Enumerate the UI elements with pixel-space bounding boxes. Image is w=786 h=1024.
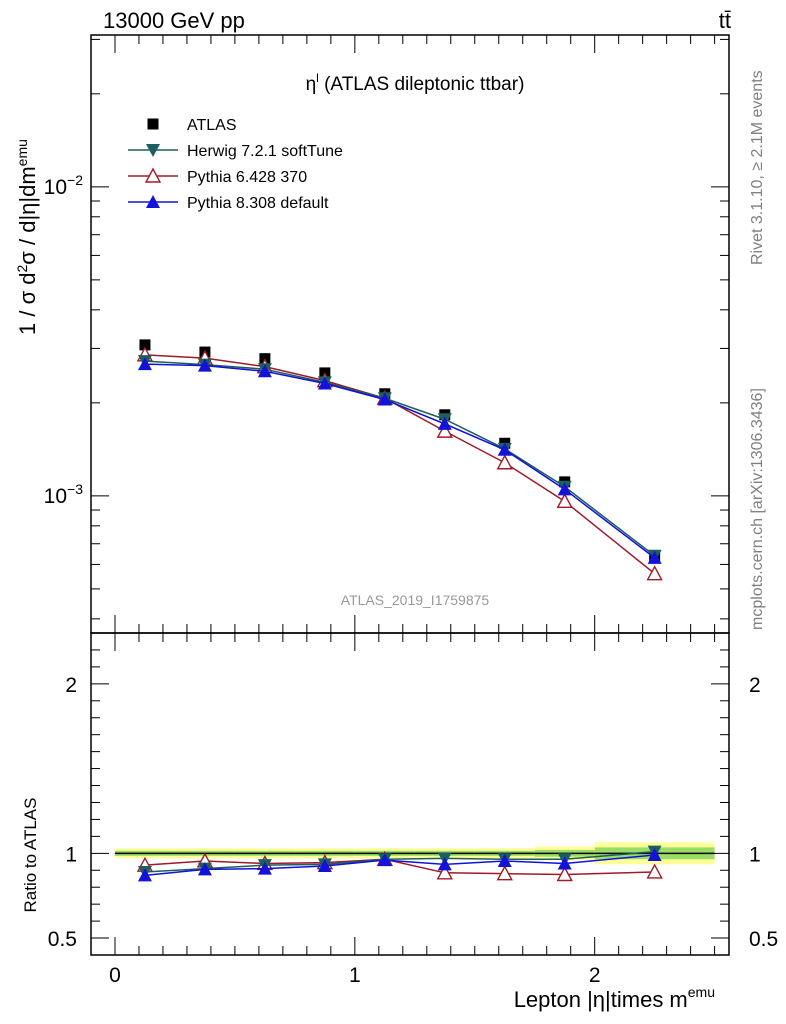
main-data-point bbox=[497, 442, 512, 456]
main-data-point bbox=[436, 422, 453, 438]
main-series-line bbox=[144, 363, 656, 559]
main-data-point bbox=[377, 392, 392, 406]
ratio-ytick-label: 2 bbox=[65, 674, 77, 697]
ratio-series bbox=[136, 845, 663, 882]
ratio-data-point bbox=[496, 865, 513, 881]
legend-marker bbox=[144, 167, 162, 183]
ratio-ytick-label-right: 0.5 bbox=[749, 928, 778, 951]
main-series bbox=[136, 339, 663, 581]
chart-title-sup: l bbox=[316, 71, 319, 85]
ratio-data-point bbox=[437, 857, 452, 871]
ratio-data-point bbox=[646, 863, 663, 879]
xtick-label: 0 bbox=[109, 964, 121, 987]
analysis-label: ATLAS_2019_I1759875 bbox=[341, 592, 490, 608]
ratio-data-point bbox=[647, 848, 662, 862]
xtick-label: 2 bbox=[589, 964, 601, 987]
header-left: 13000 GeV pp bbox=[103, 8, 245, 33]
ratio-frame bbox=[90, 632, 730, 956]
main-data-point bbox=[139, 339, 151, 351]
ratio-data-point bbox=[317, 859, 332, 873]
main-series-line bbox=[144, 360, 656, 557]
ratio-data-point bbox=[377, 853, 392, 867]
xlabel-base: Lepton |η|times m bbox=[514, 987, 688, 1012]
main-data-point bbox=[646, 565, 663, 581]
main-ytick-label: 10−2 bbox=[44, 172, 84, 199]
main-data-point bbox=[137, 357, 152, 371]
main-data-point bbox=[317, 376, 332, 390]
legend-label: Pythia 8.308 default bbox=[187, 195, 329, 212]
main-data-point bbox=[197, 358, 212, 372]
legend-marker bbox=[146, 195, 160, 208]
ratio-data-point bbox=[197, 862, 212, 876]
mcplots-text: mcplots.cern.ch [arXiv:1306.3436] bbox=[749, 388, 766, 630]
main-series-line bbox=[144, 354, 656, 575]
ratio-data-point bbox=[137, 868, 152, 882]
legend-label: Pythia 6.428 370 bbox=[187, 169, 307, 186]
main-ylabel: 1 / σ d2σ / d|η|dmemu bbox=[14, 139, 40, 335]
ratio-ytick-label: 1 bbox=[65, 843, 77, 866]
main-data-point bbox=[556, 492, 573, 509]
ratio-data-point bbox=[497, 853, 512, 867]
xlabel-sup: emu bbox=[688, 984, 715, 1000]
xlabel: Lepton |η|times memu bbox=[514, 984, 715, 1012]
legend: ATLAS Herwig 7.2.1 softTune Pythia 6.428 3… bbox=[128, 117, 343, 212]
xtick-label: 1 bbox=[349, 964, 361, 987]
chart-title-base: η bbox=[306, 74, 317, 95]
legend-label: Herwig 7.2.1 softTune bbox=[187, 143, 343, 160]
legend-label: ATLAS bbox=[187, 117, 237, 134]
legend-marker bbox=[146, 144, 160, 157]
main-ytick-label: 10−3 bbox=[44, 481, 84, 508]
ratio-data-point bbox=[556, 866, 573, 882]
main-data-point bbox=[557, 482, 572, 496]
header-right: tt̄ bbox=[719, 8, 731, 33]
main-data-point bbox=[437, 416, 452, 430]
ratio-data-point bbox=[436, 864, 453, 880]
ratio-data-point bbox=[257, 861, 272, 875]
ratio-data-point bbox=[557, 856, 572, 870]
ratio-ytick-label: 0.5 bbox=[48, 928, 77, 951]
main-data-point bbox=[647, 550, 662, 564]
main-data-point bbox=[257, 364, 272, 378]
ratio-ylabel: Ratio to ATLAS bbox=[21, 798, 40, 913]
rivet-version-text: Rivet 3.1.10, ≥ 2.1M events bbox=[749, 70, 766, 265]
chart-title-rest: (ATLAS dileptonic ttbar) bbox=[319, 74, 525, 95]
ratio-ytick-label-right: 1 bbox=[749, 843, 761, 866]
chart-title: ηl (ATLAS dileptonic ttbar) bbox=[306, 71, 525, 95]
legend-marker bbox=[147, 118, 159, 130]
main-data-point bbox=[496, 454, 513, 470]
axes: 10−3 10−2 0.5 0.5 1 1 2 2 0 1 2 bbox=[44, 34, 778, 987]
ratio-ytick-label-right: 2 bbox=[749, 674, 761, 697]
